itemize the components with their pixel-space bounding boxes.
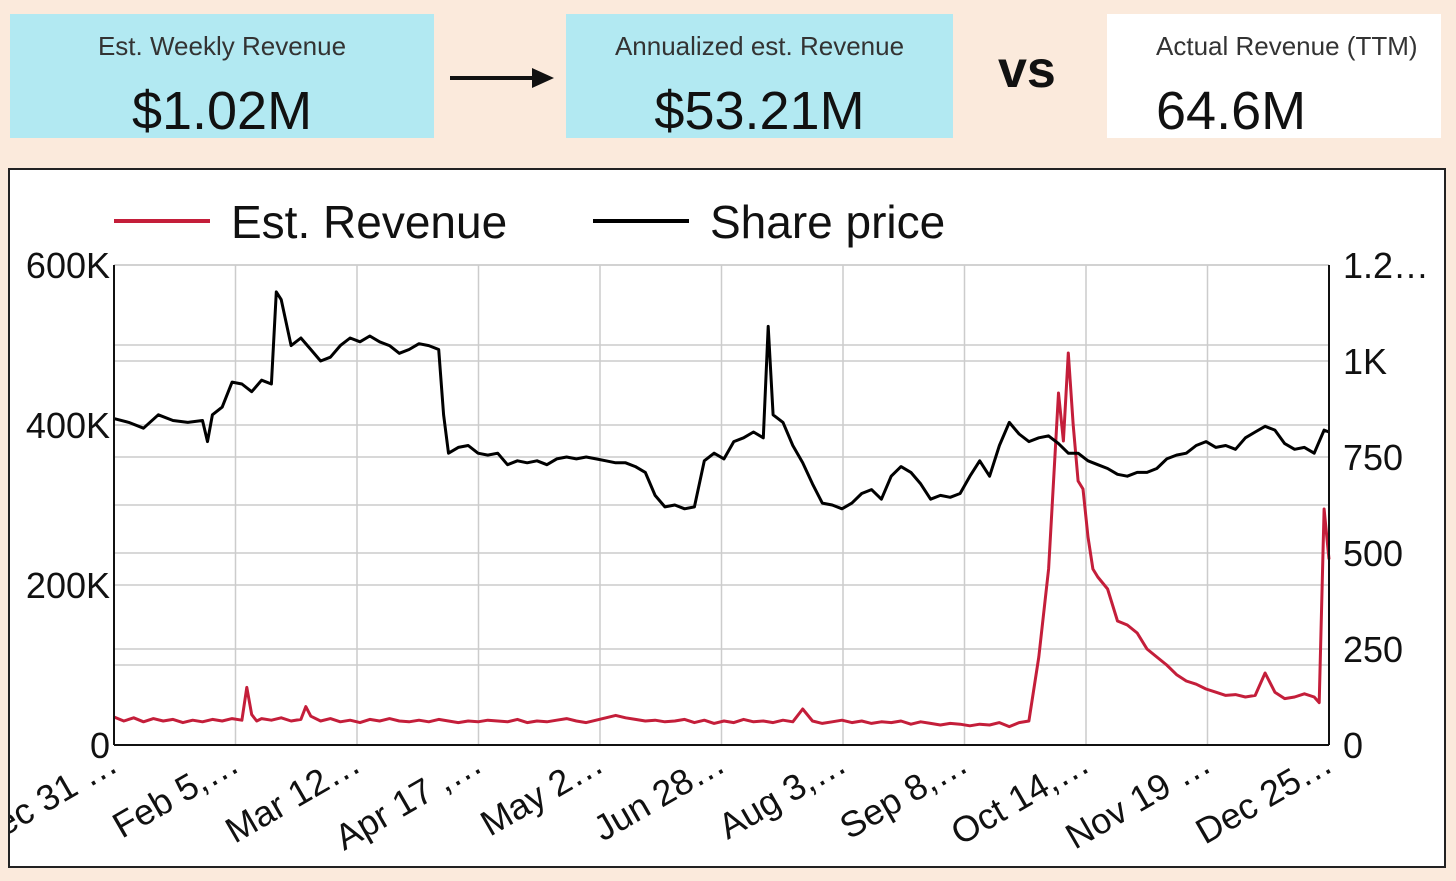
- annualized-revenue-value: $53.21M: [654, 81, 865, 141]
- y-left-tick-label: 400K: [26, 405, 110, 446]
- est-weekly-revenue-value: $1.02M: [131, 81, 313, 141]
- y-right-tick-label: 1K: [1343, 341, 1387, 382]
- est-weekly-revenue-label: Est. Weekly Revenue: [97, 31, 347, 61]
- annualized-revenue-card: Annualized est. Revenue $53.21M: [566, 14, 953, 141]
- revenue-series-line: [113, 351, 1331, 729]
- y-right-tick-label: 0: [1343, 725, 1363, 766]
- est-weekly-revenue-card: Est. Weekly Revenue $1.02M: [10, 14, 434, 141]
- y-left-tick-label: 600K: [26, 245, 110, 286]
- vs-label: vs: [998, 41, 1056, 99]
- y-left-tick-label: 0: [90, 725, 110, 766]
- y-right-tick-label: 500: [1343, 533, 1403, 574]
- share-price-series-line: [113, 290, 1330, 511]
- grid: [113, 264, 1330, 746]
- legend-revenue-label: Est. Revenue: [231, 196, 507, 248]
- x-tick-label: May 2…: [473, 741, 610, 844]
- axes: 0 200K 400K 600K 0 250 500 750 1K 1.2… ec 31 …Feb …: [10, 245, 1429, 858]
- actual-revenue-label: Actual Revenue (TTM): [1156, 31, 1418, 61]
- legend: Est. Revenue Share price: [114, 196, 945, 248]
- x-tick-label: ec 31 …: [10, 741, 124, 844]
- y-right-tick-label: 1.2…: [1343, 245, 1429, 286]
- y-right-tick-label: 250: [1343, 629, 1403, 670]
- x-tick-label: Dec 25…: [1189, 741, 1339, 852]
- x-tick-label: Aug 3,…: [711, 741, 853, 847]
- x-tick-label: Jun 28…: [586, 741, 731, 849]
- right-arrow-icon: [450, 68, 554, 88]
- actual-revenue-value: 64.6M: [1156, 81, 1307, 141]
- x-tick-label: Feb 5,…: [105, 741, 245, 846]
- y-left-tick-label: 200K: [26, 565, 110, 606]
- y-right-tick-label: 750: [1343, 437, 1403, 478]
- legend-share-price-label: Share price: [710, 196, 945, 248]
- chart-panel: 0 200K 400K 600K 0 250 500 750 1K 1.2… ec 31 … Feb …: [8, 168, 1446, 868]
- revenue-share-price-chart: 0 200K 400K 600K 0 250 500 750 1K 1.2… ec 31 …Feb …: [10, 196, 1429, 858]
- annualized-revenue-label: Annualized est. Revenue: [614, 31, 905, 61]
- actual-revenue-card: Actual Revenue (TTM) 64.6M: [1107, 14, 1441, 141]
- series-lines: [113, 290, 1331, 729]
